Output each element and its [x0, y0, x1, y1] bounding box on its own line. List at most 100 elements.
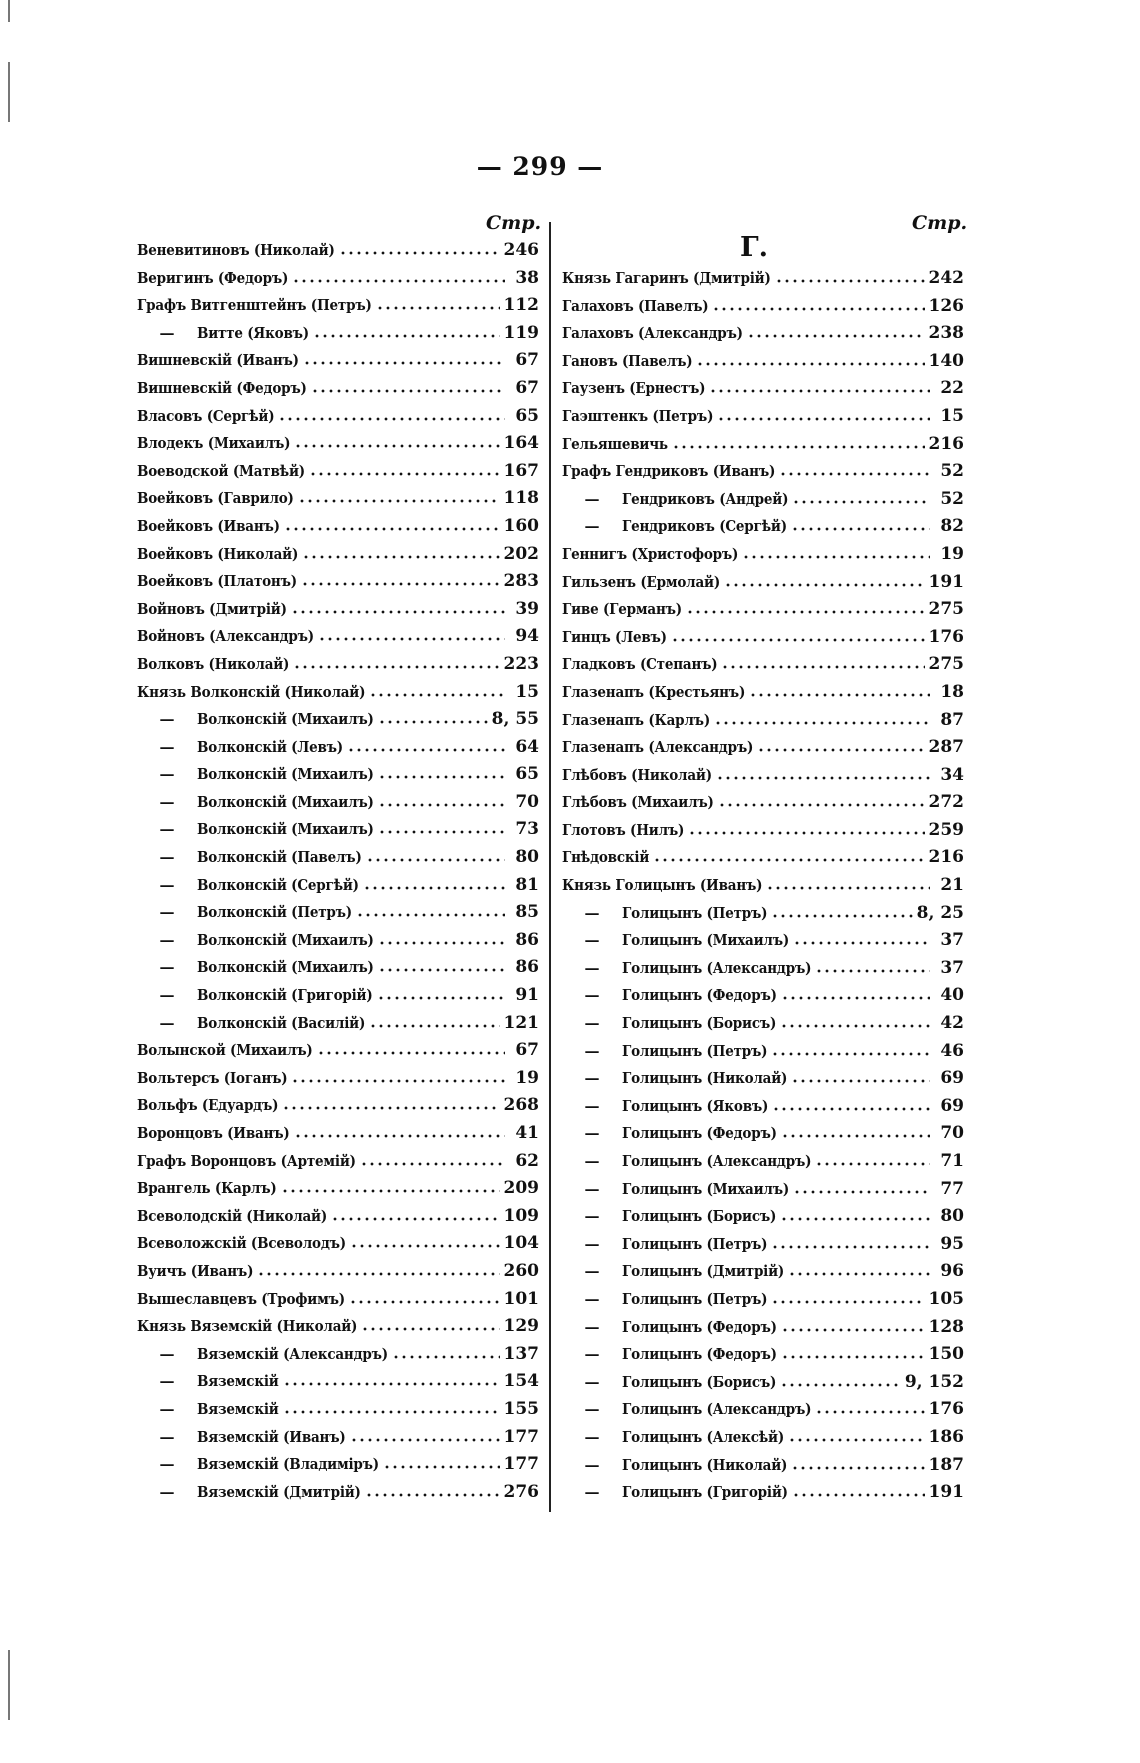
left-page-column-label: Стр. — [486, 212, 542, 234]
dot-leader — [316, 1051, 505, 1056]
index-entry: — Вяземскій 155 — [137, 1399, 540, 1427]
ditto-dash: — — [584, 1234, 600, 1253]
entry-name: Волконскій (Петръ) — [197, 903, 352, 922]
entry-page-number: 177 — [503, 1454, 540, 1475]
index-entry: — Вяземскій (Иванъ) 177 — [137, 1427, 540, 1455]
entry-page-number: 259 — [928, 819, 965, 840]
right-index-column: Князь Гагаринъ (Дмитрій) 242 Галаховъ (Пав… — [562, 268, 964, 1510]
ditto-dash: — — [584, 1014, 600, 1033]
dot-leader — [346, 747, 505, 752]
dot-leader — [724, 582, 925, 587]
dot-leader — [791, 1079, 930, 1084]
entry-name: Волконскій (Михаилъ) — [197, 958, 374, 977]
entry-name: Гендриковъ (Сергѣй) — [622, 517, 787, 536]
entry-page-number: 81 — [515, 874, 539, 895]
ditto-dash: — — [584, 1400, 600, 1419]
dot-leader — [356, 913, 505, 918]
entry-name: Голицынъ (Михаилъ) — [622, 931, 790, 950]
index-entry: — Волконскій (Михаилъ) 70 — [137, 792, 540, 820]
entry-page-number: 9, 152 — [904, 1371, 964, 1392]
index-entry: — Вяземскій (Александръ) 137 — [137, 1344, 540, 1372]
dot-leader — [772, 1106, 930, 1111]
ditto-dash: — — [584, 1041, 600, 1060]
dot-leader — [815, 1410, 925, 1415]
entry-page-number: 73 — [515, 819, 539, 840]
entry-name: Голицынъ (Петръ) — [622, 903, 768, 922]
dot-leader — [300, 582, 500, 587]
ditto-dash: — — [584, 1372, 600, 1391]
entry-name: Вяземскій (Иванъ) — [197, 1427, 346, 1446]
entry-page-number: 128 — [928, 1316, 965, 1337]
scan-artifact-line — [8, 62, 10, 122]
ditto-dash: — — [159, 986, 175, 1005]
entry-page-number: 67 — [515, 350, 539, 371]
entry-page-number: 275 — [928, 654, 965, 675]
ditto-dash: — — [159, 1427, 175, 1446]
index-entry: Графъ Гендриковъ (Иванъ) 52 — [562, 461, 964, 489]
entry-name: Всеволожскій (Всеволодъ) — [137, 1234, 346, 1253]
index-entry: Врангель (Карлъ) 209 — [137, 1178, 539, 1206]
index-entry: Воеводской (Матвѣй) 167 — [137, 461, 539, 489]
index-entry: Графъ Витгенштейнъ (Петръ) 112 — [137, 295, 539, 323]
dot-leader — [362, 885, 505, 890]
entry-page-number: 186 — [928, 1426, 965, 1447]
entry-page-number: 67 — [515, 1040, 539, 1061]
entry-page-number: 8, 25 — [916, 902, 964, 923]
dot-leader — [788, 1437, 925, 1442]
ditto-dash: — — [584, 1427, 600, 1446]
dot-leader — [377, 940, 505, 945]
dot-leader — [349, 1244, 500, 1249]
entry-name: Глѣбовъ (Михаилъ) — [562, 793, 714, 812]
index-entry: — Голицынъ (Михаилъ) 77 — [562, 1179, 965, 1207]
index-entry: — Вяземскій 154 — [137, 1371, 540, 1399]
index-entry: Войновъ (Дмитрій) 39 — [137, 599, 539, 627]
index-entry: Глотовъ (Нилъ) 259 — [562, 820, 964, 848]
ditto-dash: — — [584, 903, 600, 922]
entry-name: Волконскій (Григорій) — [197, 986, 373, 1005]
entry-page-number: 191 — [928, 1482, 965, 1503]
index-entry: Власовъ (Сергѣй) 65 — [137, 406, 539, 434]
index-entry: — Голицынъ (Борисъ) 9, 152 — [562, 1371, 965, 1400]
dot-leader — [717, 803, 925, 808]
index-entry: — Вяземскій (Владиміръ) 177 — [137, 1454, 540, 1482]
index-entry: — Голицынъ (Петръ) 105 — [562, 1289, 965, 1317]
dot-leader — [780, 1217, 930, 1222]
entry-name: Галаховъ (Павелъ) — [562, 296, 709, 315]
index-entry: Гинцъ (Левъ) 176 — [562, 627, 964, 655]
index-entry: Воейковъ (Николай) 202 — [137, 544, 539, 572]
entry-page-number: 62 — [515, 1150, 539, 1171]
ditto-dash: — — [584, 1152, 600, 1170]
index-entry: Гаузенъ (Ернестъ) 22 — [562, 378, 964, 406]
entry-name: Глазенапъ (Александръ) — [562, 738, 754, 757]
entry-page-number: 37 — [940, 957, 964, 978]
entry-name: Голицынъ (Федоръ) — [622, 1124, 777, 1143]
index-entry: Глѣбовъ (Николай) 34 — [562, 765, 964, 793]
dot-leader — [790, 527, 930, 532]
left-index-column: Веневитиновъ (Николай) 246 Веригинъ (Федор… — [137, 240, 539, 1509]
index-entry: Гельяшевичь 216 — [562, 434, 964, 462]
dot-leader — [780, 996, 930, 1001]
entry-name: Голицынъ (Александръ) — [622, 1400, 812, 1419]
index-entry: — Волконскій (Григорій) 91 — [137, 985, 540, 1013]
entry-page-number: 187 — [928, 1454, 965, 1475]
dot-leader — [815, 968, 930, 973]
entry-name: Голицынъ (Борисъ) — [622, 1207, 777, 1226]
dot-leader — [780, 1024, 930, 1029]
entry-name: Голицынъ (Федоръ) — [622, 1345, 777, 1364]
scan-artifact-line — [8, 0, 10, 22]
index-entry: Гладковъ (Степанъ) 275 — [562, 654, 964, 682]
entry-page-number: 101 — [503, 1288, 540, 1309]
entry-name: Волконскій (Сергѣй) — [197, 875, 359, 894]
entry-name: Врангель (Карлъ) — [137, 1179, 277, 1198]
index-entry: — Волконскій (Левъ) 64 — [137, 737, 540, 765]
dot-leader — [774, 279, 925, 283]
index-entry: — Волконскій (Сергѣй) 81 — [137, 874, 540, 903]
dot-leader — [331, 1216, 500, 1221]
dot-leader — [721, 665, 925, 670]
entry-page-number: 167 — [503, 460, 540, 481]
dot-leader — [688, 830, 925, 835]
index-entry: — Голицынъ (Борисъ) 42 — [562, 1013, 965, 1041]
dot-leader — [793, 1189, 930, 1194]
ditto-dash: — — [584, 1069, 600, 1088]
dot-leader — [709, 389, 930, 394]
